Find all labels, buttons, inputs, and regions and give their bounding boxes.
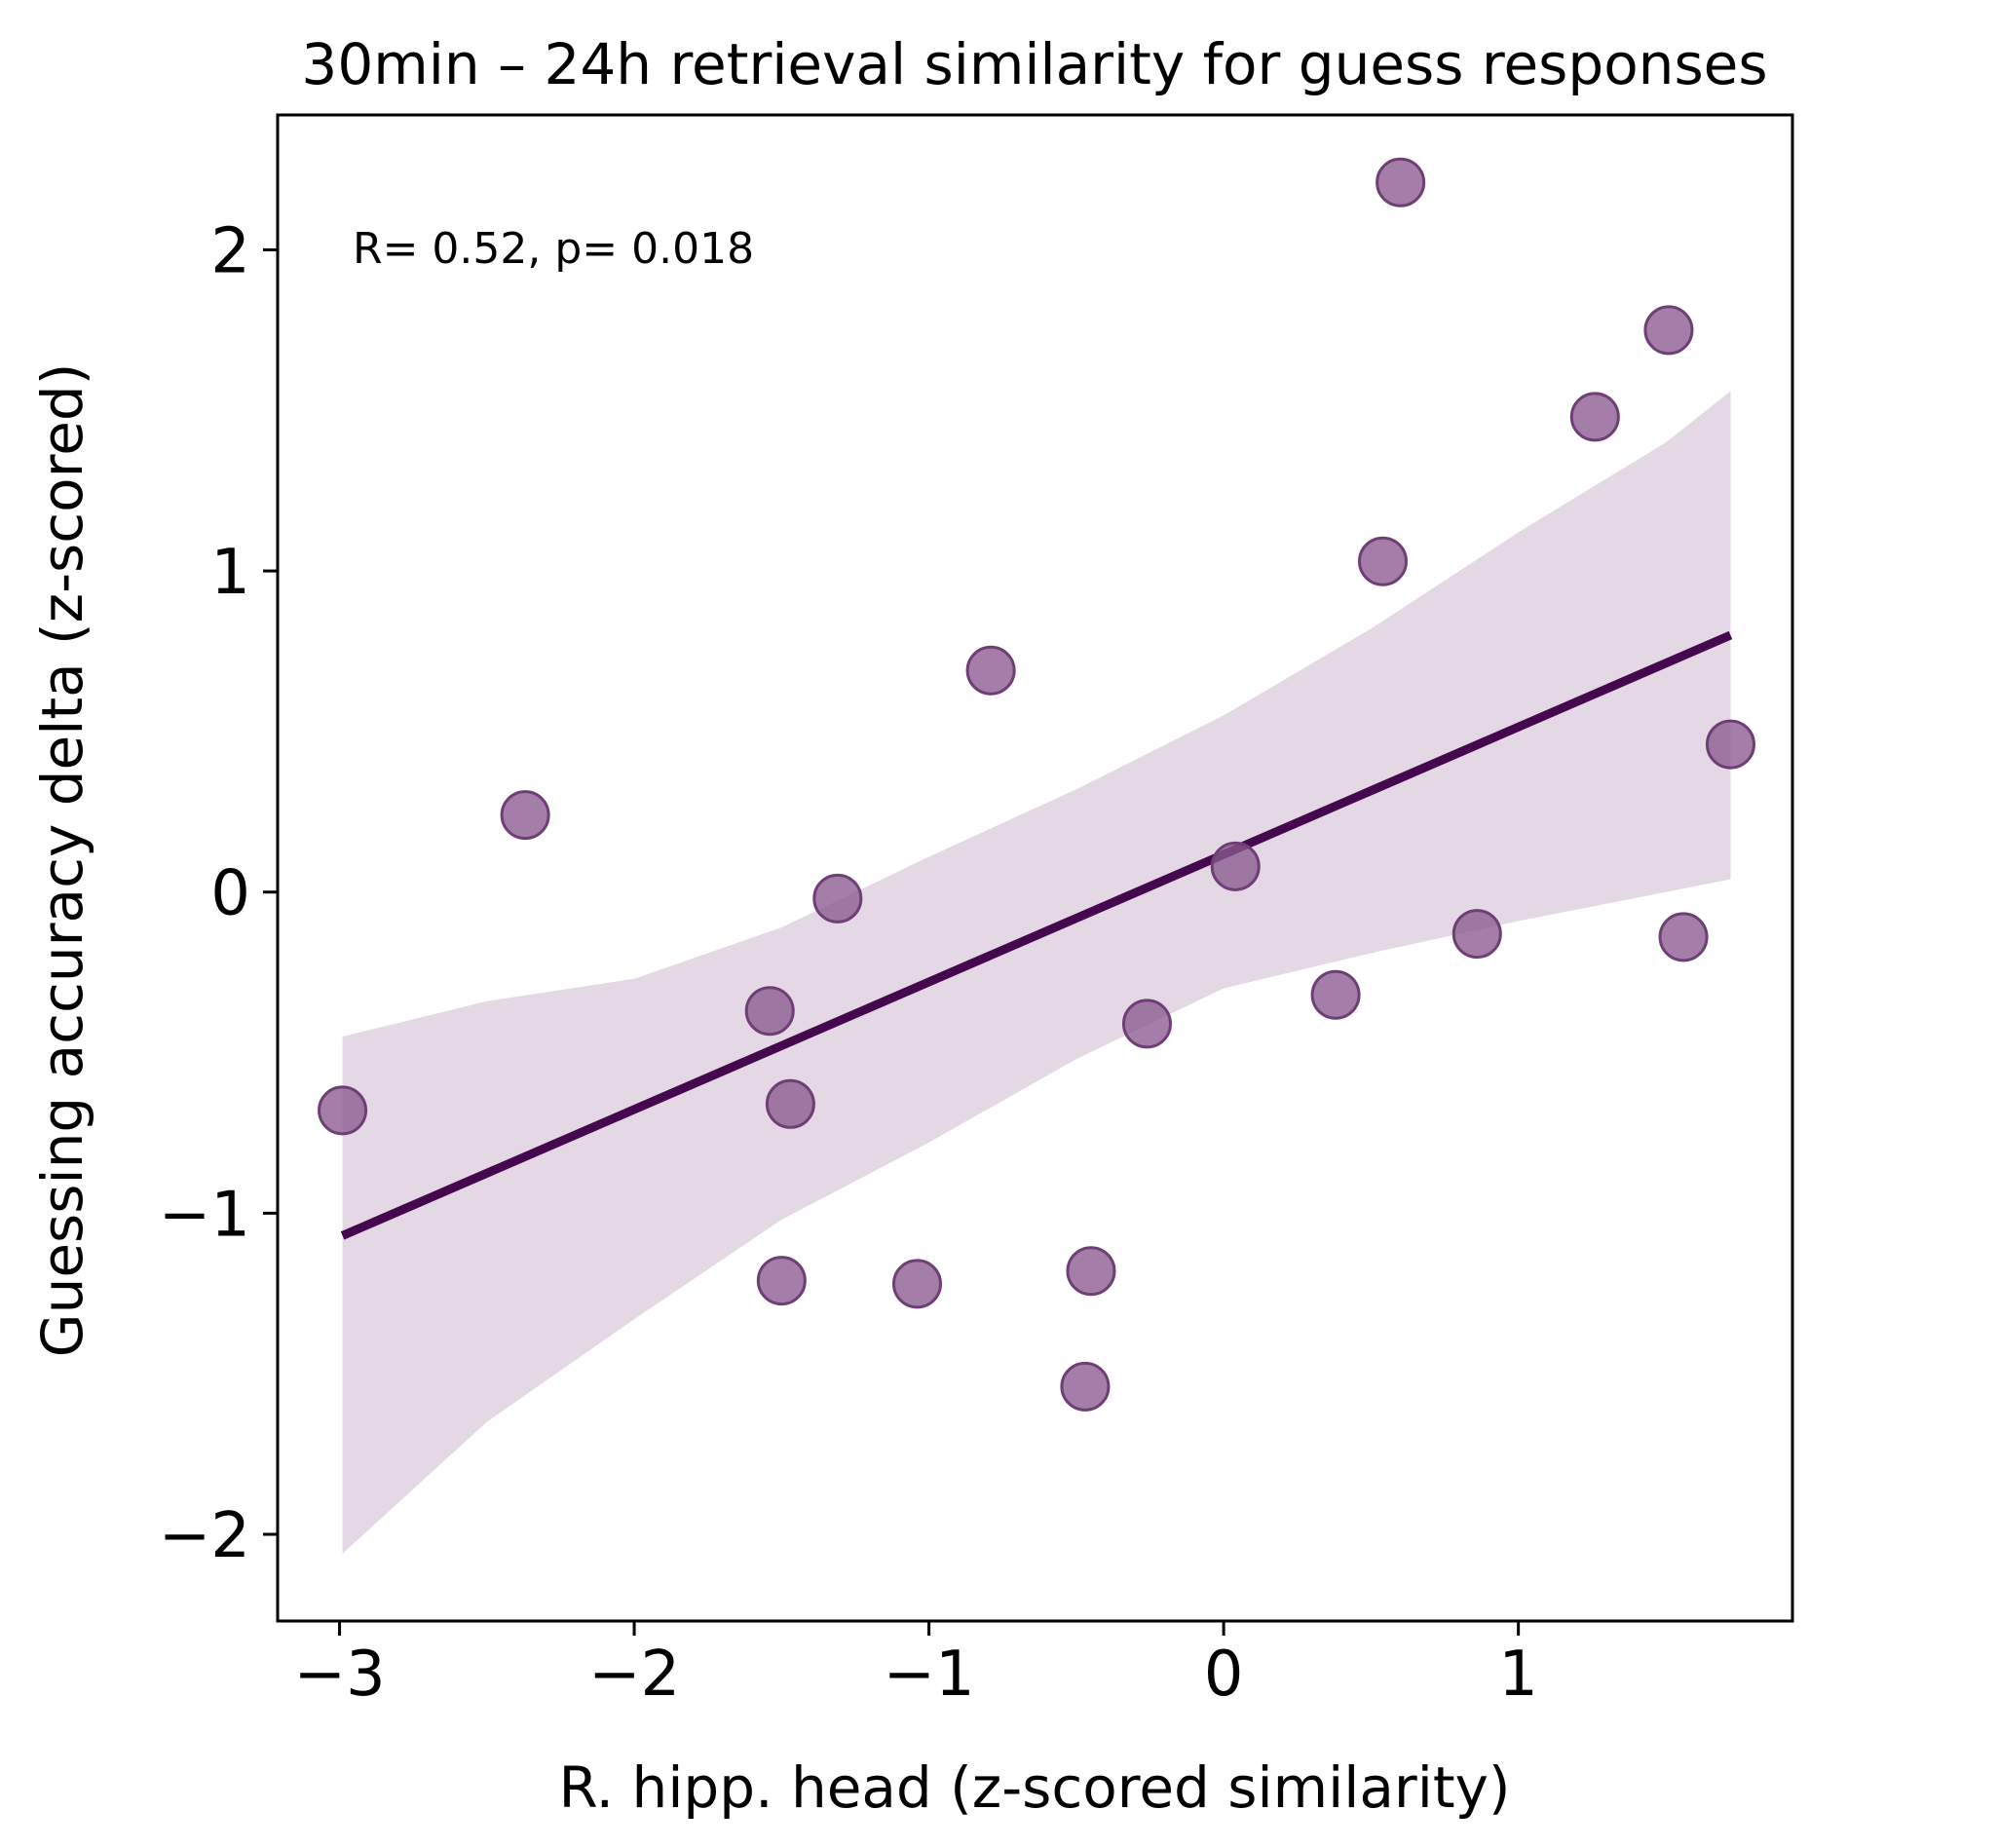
x-tick-label: 1	[1498, 1639, 1538, 1711]
data-point	[1451, 909, 1502, 960]
data-point	[744, 986, 795, 1037]
data-point	[891, 1259, 942, 1309]
data-point	[965, 645, 1016, 696]
data-point	[1658, 912, 1709, 962]
x-tick-label: −2	[588, 1639, 680, 1711]
data-point	[1643, 305, 1694, 356]
data-point	[1121, 999, 1172, 1049]
x-axis: −3 −2 −1 0 1	[293, 1621, 1538, 1711]
x-tick-label: −1	[883, 1639, 974, 1711]
plot-area	[318, 157, 1755, 1554]
plot-frame	[276, 113, 1794, 1623]
y-tick-label: −1	[159, 1179, 250, 1251]
data-point	[1066, 1246, 1116, 1297]
x-axis-label: R. hipp. head (z-scored similarity)	[558, 1754, 1510, 1821]
chart-title: 30min – 24h retrieval similarity for gue…	[301, 31, 1767, 97]
data-point	[1569, 392, 1620, 442]
y-tick-label: −2	[159, 1500, 250, 1572]
y-tick-label: 2	[210, 215, 250, 287]
data-point	[500, 790, 550, 841]
x-tick-label: 0	[1204, 1639, 1244, 1711]
data-point	[1210, 841, 1261, 891]
data-point	[756, 1256, 807, 1306]
y-axis: −2 −1 0 1 2	[159, 215, 278, 1572]
chart-annotation: R= 0.52, p= 0.018	[353, 224, 754, 274]
data-point	[1705, 719, 1755, 770]
data-point	[1357, 536, 1408, 586]
data-point	[1060, 1361, 1111, 1412]
data-point	[318, 1085, 368, 1136]
y-tick-label: 1	[210, 537, 250, 609]
regression-line	[340, 630, 1733, 1240]
data-point	[765, 1078, 815, 1129]
y-axis-label: Guessing accuracy delta (z-scored)	[29, 363, 95, 1358]
data-point	[1310, 969, 1361, 1020]
data-point	[812, 873, 863, 924]
y-tick-label: 0	[210, 858, 250, 930]
data-point	[1376, 157, 1426, 207]
x-tick-label: −3	[293, 1639, 385, 1711]
confidence-band	[342, 391, 1731, 1554]
